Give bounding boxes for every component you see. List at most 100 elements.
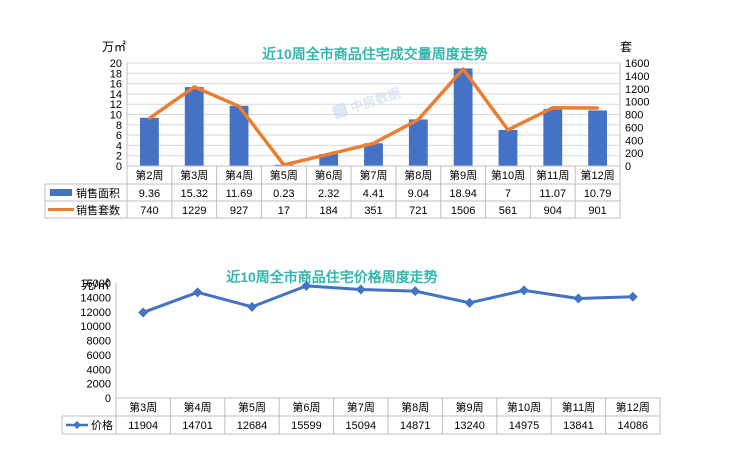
chart1-x-tick-label: 第9周 bbox=[449, 168, 477, 182]
chart1-data-label: 17 bbox=[278, 205, 290, 217]
chart2-x-tick-label: 第3周 bbox=[129, 400, 157, 414]
chart2-data-label: 14975 bbox=[509, 420, 540, 432]
chart1-right-tick-label: 800 bbox=[625, 110, 643, 122]
chart1-bar bbox=[408, 119, 428, 166]
chart1-right-tick-label: 600 bbox=[625, 122, 643, 134]
chart2-point-marker bbox=[247, 301, 257, 312]
chart1-data-label: 11.69 bbox=[226, 188, 253, 200]
chart2-point-marker bbox=[627, 291, 638, 302]
chart1-bar bbox=[319, 154, 339, 166]
chart2-series-line bbox=[142, 284, 633, 314]
chart2-title: 近10周全市商品住宅价格周度走势 bbox=[226, 269, 438, 285]
chart2-x-tick-label: 第10周 bbox=[507, 400, 541, 414]
chart2-y-tick-label: 4000 bbox=[87, 364, 111, 376]
chart1-data-label: 740 bbox=[140, 205, 158, 217]
chart2-x-tick-label: 第9周 bbox=[456, 400, 484, 414]
chart2-point-marker bbox=[573, 293, 584, 304]
chart2-x-tick-label: 第12周 bbox=[616, 400, 650, 414]
chart1-data-label: 4.41 bbox=[363, 188, 384, 200]
chart2-point-marker bbox=[519, 285, 529, 296]
chart1-left-tick-label: 4 bbox=[116, 140, 122, 152]
chart1-line-point bbox=[596, 106, 600, 110]
chart1-left-tick-label: 12 bbox=[110, 99, 122, 111]
chart2-x-tick-label: 第8周 bbox=[401, 400, 429, 414]
chart2-legend-marker bbox=[73, 421, 81, 429]
chart2-point-marker bbox=[410, 286, 421, 297]
chart2-data-label: 13841 bbox=[563, 420, 594, 432]
chart1-bar bbox=[184, 87, 204, 166]
chart1-left-axis-unit: 万㎡ bbox=[102, 40, 126, 54]
chart2-x-tick-label: 第11周 bbox=[562, 400, 595, 414]
chart1-bar bbox=[229, 105, 249, 166]
chart1-data-label: 10.79 bbox=[584, 188, 612, 200]
chart1-left-tick-label: 0 bbox=[116, 161, 122, 173]
chart1-line-point bbox=[416, 118, 420, 122]
chart1-legend-bar-swatch bbox=[50, 189, 72, 196]
chart2-y-tick-label: 16000 bbox=[80, 278, 111, 290]
chart1-bar bbox=[139, 117, 159, 166]
chart1-left-tick-label: 14 bbox=[110, 89, 122, 101]
chart1-left-tick-label: 20 bbox=[110, 58, 122, 70]
chart1-left-tick-label: 10 bbox=[110, 110, 122, 122]
chart1-data-label: 721 bbox=[409, 205, 427, 217]
chart1-line-point bbox=[237, 104, 241, 108]
chart1-line-point bbox=[372, 141, 375, 145]
chart2-data-label: 11904 bbox=[128, 420, 158, 432]
chart1-title: 近10周全市商品住宅成交量周度走势 bbox=[262, 46, 488, 62]
chart1-data-label: 2.32 bbox=[318, 188, 339, 200]
chart1-left-tick-label: 2 bbox=[116, 151, 122, 163]
chart1-right-tick-label: 1200 bbox=[625, 84, 649, 96]
chart1-data-label: 184 bbox=[320, 205, 338, 217]
chart1-data-label: 9.36 bbox=[139, 188, 160, 200]
chart1-x-tick-label: 第3周 bbox=[180, 168, 208, 182]
chart2-x-tick-label: 第7周 bbox=[347, 400, 375, 414]
chart1-right-axis-unit: 套 bbox=[620, 40, 632, 54]
chart1-x-tick-label: 第11周 bbox=[536, 168, 569, 182]
watermark-logo-icon bbox=[332, 103, 349, 120]
chart1-data-label: 1506 bbox=[451, 205, 475, 217]
chart2-axis-unit: 元/㎡ bbox=[82, 278, 109, 292]
chart1-x-tick-label: 第4周 bbox=[225, 168, 253, 182]
chart2-data-label: 13240 bbox=[454, 420, 485, 432]
chart2-point-marker bbox=[138, 307, 149, 318]
chart1-bar bbox=[498, 129, 518, 166]
chart2-y-tick-label: 8000 bbox=[87, 336, 111, 348]
chart2-y-tick-label: 14000 bbox=[80, 292, 111, 304]
watermark-text: 中房数据 bbox=[348, 85, 402, 115]
chart2-point-marker bbox=[464, 297, 475, 308]
chart2-data-label: 14701 bbox=[182, 420, 213, 432]
chart1-x-tick-label: 第5周 bbox=[270, 168, 298, 182]
chart2-point-marker bbox=[192, 287, 203, 298]
chart1-right-tick-label: 400 bbox=[625, 135, 643, 147]
chart1-x-tick-label: 第6周 bbox=[315, 168, 343, 182]
chart1-x-tick-label: 第2周 bbox=[135, 168, 163, 182]
chart1-data-label: 11.07 bbox=[539, 188, 566, 200]
chart1-x-tick-label: 第10周 bbox=[491, 168, 525, 182]
chart1-left-tick-label: 8 bbox=[116, 120, 122, 132]
chart1-data-label: 351 bbox=[364, 205, 382, 217]
chart1-plot: 0246810121416182002004006008001000120014… bbox=[44, 58, 649, 219]
chart1-line-point bbox=[147, 116, 151, 120]
chart2-y-tick-label: 12000 bbox=[80, 307, 111, 319]
chart2-x-tick-label: 第6周 bbox=[292, 400, 320, 414]
chart1-line-point bbox=[506, 128, 510, 132]
chart2-data-label: 15599 bbox=[291, 420, 322, 432]
chart1-data-label: 18.94 bbox=[449, 188, 477, 200]
chart1-left-tick-label: 6 bbox=[116, 130, 122, 142]
chart1-data-label: 561 bbox=[499, 205, 517, 217]
chart2-y-tick-label: 0 bbox=[105, 393, 111, 405]
chart1-data-label: 0.23 bbox=[273, 188, 294, 200]
chart2-data-label: 14871 bbox=[400, 420, 431, 432]
chart1-left-tick-label: 16 bbox=[110, 79, 122, 91]
chart1-line-point bbox=[192, 85, 196, 89]
chart2-y-tick-label: 6000 bbox=[87, 350, 111, 362]
chart1-data-label: 15.32 bbox=[180, 188, 208, 200]
chart1-bar bbox=[364, 143, 383, 166]
chart1-data-label: 904 bbox=[544, 205, 562, 217]
chart2-data-label: 14086 bbox=[618, 420, 649, 432]
chart2-data-label: 12684 bbox=[237, 420, 268, 432]
chart2-x-tick-label: 第5周 bbox=[238, 400, 266, 414]
chart1-data-label: 7 bbox=[505, 188, 511, 200]
chart2-y-tick-label: 2000 bbox=[87, 379, 111, 391]
